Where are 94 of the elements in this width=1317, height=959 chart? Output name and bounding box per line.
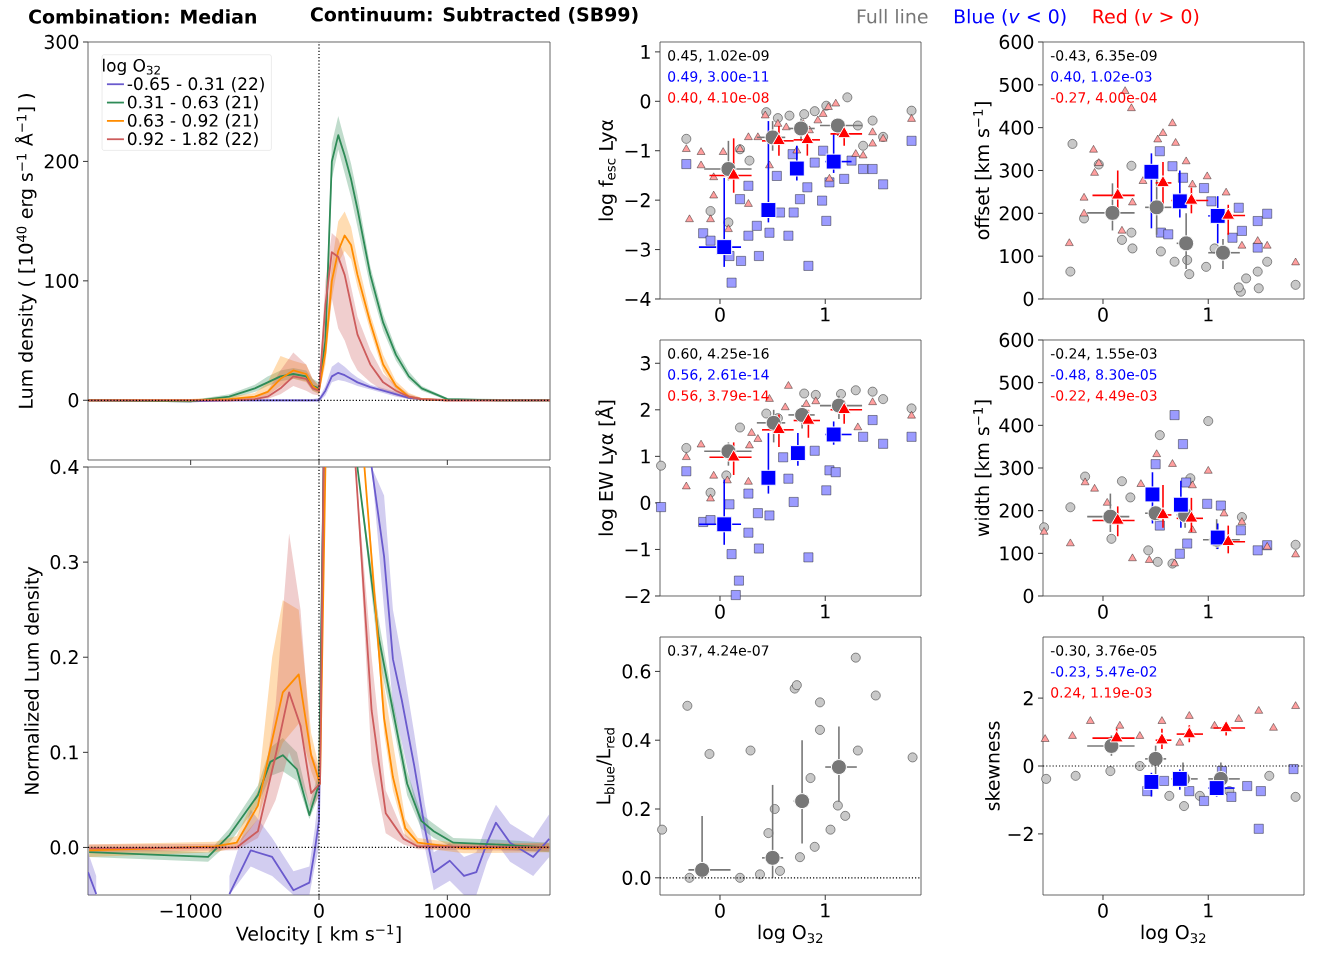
y-axis-title: width [km s$^{−1}$] xyxy=(973,400,992,537)
chart-title: Combination: Median xyxy=(29,9,256,24)
x-tick-label: 0 xyxy=(1098,903,1108,918)
y-tick-label: 0.2 xyxy=(622,801,650,817)
y-tick-label: 200 xyxy=(999,503,1034,518)
legend-label: 0.63 - 0.92 (21) xyxy=(127,113,258,129)
x-axis-title: log O$_{32}$ xyxy=(1141,924,1206,944)
annotation: 0.49, 3.00e-11 xyxy=(668,71,769,84)
x-tick-label: 0 xyxy=(715,903,725,918)
y-tick-label: 400 xyxy=(999,418,1034,433)
x-tick-label: −1000 xyxy=(160,903,222,918)
x-axis-title: Velocity [ km s$^{−1}$] xyxy=(235,924,401,945)
text: Full line xyxy=(857,8,928,24)
y-tick-label: 0 xyxy=(1023,758,1034,774)
y-tick-label: 100 xyxy=(45,273,79,289)
annotation: -0.22, 4.49e-03 xyxy=(1050,390,1157,403)
y-tick-label: 0 xyxy=(1023,588,1034,604)
annotation: -0.30, 3.76e-05 xyxy=(1050,645,1157,658)
annotation: 0.37, 4.24e-07 xyxy=(668,645,769,658)
annotation: -0.43, 6.35e-09 xyxy=(1050,50,1157,63)
y-tick-label: −3 xyxy=(625,242,650,257)
y-tick-label: 300 xyxy=(44,34,79,50)
y-tick-label: −2 xyxy=(625,193,650,208)
annotation: 0.40, 4.10e-08 xyxy=(668,92,769,105)
legend-label: 0.31 - 0.63 (21) xyxy=(127,95,258,111)
y-tick-label: 0.4 xyxy=(622,733,651,748)
annotation: 0.45, 1.02e-09 xyxy=(668,50,769,63)
annotation: -0.48, 8.30e-05 xyxy=(1050,369,1157,382)
annotation: 0.40, 1.02e-03 xyxy=(1051,71,1152,84)
y-tick-label: 300 xyxy=(999,163,1034,178)
text: Red (v > 0) xyxy=(1093,8,1199,26)
y-tick-label: 0.2 xyxy=(50,650,78,665)
annotation: -0.23, 5.47e-02 xyxy=(1050,666,1157,679)
y-tick-label: 0.0 xyxy=(50,840,79,855)
legend-title: log O$_{32}$ xyxy=(103,58,160,76)
x-tick-label: 0 xyxy=(314,903,324,918)
annotation: 0.56, 3.79e-14 xyxy=(668,390,769,403)
x-tick-label: 0 xyxy=(1098,307,1108,322)
y-axis-title: Lum density ( [10$^{40}$ erg s$^{−1}$ Å$^{−1}$] ) xyxy=(15,94,37,408)
y-tick-label: 100 xyxy=(1000,249,1034,264)
y-tick-label: 300 xyxy=(999,460,1034,476)
y-tick-label: 2 xyxy=(640,402,650,417)
y-tick-label: 2 xyxy=(1023,691,1033,706)
x-tick-label: 1 xyxy=(821,903,830,918)
y-axis-title: skewness xyxy=(985,721,1000,811)
text: Blue (v < 0) xyxy=(954,8,1066,26)
y-tick-label: 3 xyxy=(640,356,650,371)
x-axis-title: log O$_{32}$ xyxy=(758,924,823,944)
y-tick-label: 400 xyxy=(999,120,1034,135)
x-tick-label: 1 xyxy=(1204,604,1213,619)
y-tick-label: 0.6 xyxy=(622,664,651,679)
y-axis-title: log f$_{esc}$ Lyα xyxy=(598,119,617,221)
y-tick-label: 0.4 xyxy=(50,459,79,475)
y-tick-label: 0 xyxy=(68,393,79,408)
y-tick-label: 200 xyxy=(999,206,1034,221)
y-tick-label: 0.0 xyxy=(622,870,651,885)
y-tick-label: 500 xyxy=(999,375,1034,390)
y-tick-label: 600 xyxy=(999,332,1034,348)
legend-label: 0.92 - 1.82 (22) xyxy=(127,132,258,148)
x-tick-label: 1000 xyxy=(425,903,471,918)
y-axis-title: L$_{blue}$/L$_{red}$ xyxy=(596,728,615,804)
y-tick-label: 0.1 xyxy=(50,745,78,760)
y-tick-label: 0 xyxy=(640,94,651,109)
y-tick-label: 200 xyxy=(44,154,79,169)
y-tick-label: −2 xyxy=(625,588,650,604)
y-tick-label: 500 xyxy=(999,77,1034,92)
y-tick-label: −1 xyxy=(625,143,650,158)
x-tick-label: 1 xyxy=(821,307,830,322)
legend-label: -0.65 - 0.31 (22) xyxy=(127,77,264,93)
y-axis-title: Normalized Lum density xyxy=(24,566,43,794)
chart-subtitle: Continuum: Subtracted (SB99) xyxy=(310,6,638,24)
x-tick-label: 1 xyxy=(821,604,830,619)
y-tick-label: 1 xyxy=(641,44,650,59)
y-tick-label: 600 xyxy=(999,34,1034,50)
x-tick-label: 1 xyxy=(1204,903,1213,918)
y-tick-label: 0 xyxy=(1023,291,1034,307)
x-tick-label: 1 xyxy=(1204,307,1213,322)
x-tick-label: 0 xyxy=(715,307,725,322)
annotation: -0.27, 4.00e-04 xyxy=(1050,92,1157,105)
y-tick-label: −4 xyxy=(625,292,651,306)
y-tick-label: −2 xyxy=(1008,826,1033,841)
y-tick-label: 0 xyxy=(640,495,651,511)
annotation: 0.56, 2.61e-14 xyxy=(668,369,769,382)
y-axis-title: offset [km s$^{−1}$] xyxy=(973,102,992,240)
annotation: -0.24, 1.55e-03 xyxy=(1050,348,1157,361)
y-tick-label: 100 xyxy=(1000,546,1034,561)
y-tick-label: 1 xyxy=(641,449,650,464)
x-tick-label: 0 xyxy=(715,604,725,619)
y-axis-title: log EW Lyα [Å] xyxy=(595,400,617,536)
y-tick-label: −1 xyxy=(625,542,650,557)
y-tick-label: 0.3 xyxy=(50,554,78,570)
x-tick-label: 0 xyxy=(1098,604,1108,619)
annotation: 0.60, 4.25e-16 xyxy=(668,348,769,361)
annotation: 0.24, 1.19e-03 xyxy=(1051,687,1152,700)
